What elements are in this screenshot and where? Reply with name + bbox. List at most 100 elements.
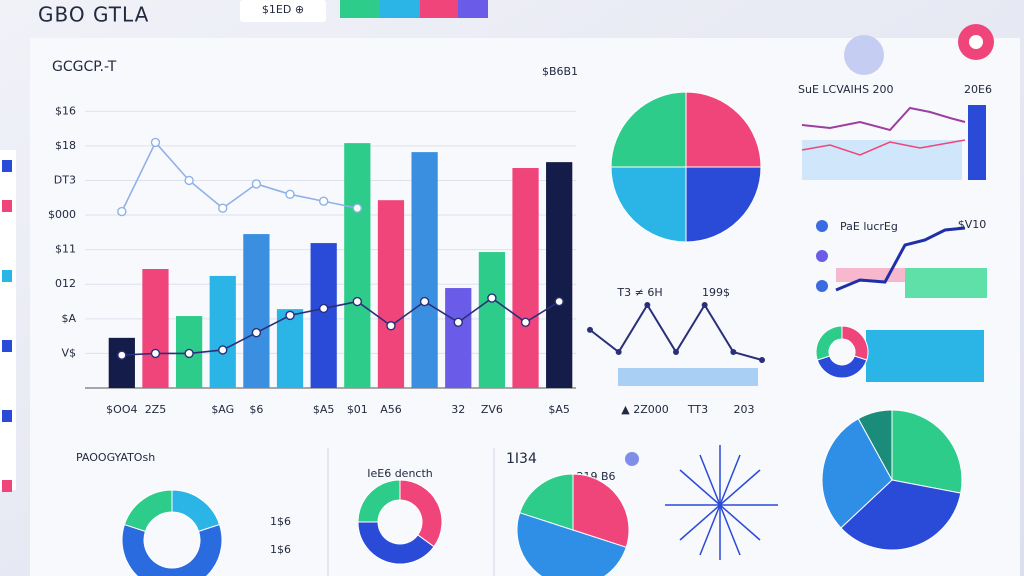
line-point [352, 203, 363, 213]
line-area [618, 368, 758, 386]
deco-dot [625, 452, 639, 466]
sparkline-area [802, 140, 962, 180]
starburst [665, 445, 778, 560]
line-point [318, 196, 329, 206]
info-bar [866, 330, 984, 382]
sparkline [801, 139, 966, 156]
legend-dot [816, 220, 828, 232]
bar [411, 152, 438, 388]
line-point [419, 296, 430, 307]
y-tick-label: V$ [61, 346, 76, 359]
sidebar [0, 150, 16, 492]
x-tick-label: $OO4 [106, 403, 137, 416]
x-tick-label: $A5 [313, 403, 335, 416]
sidebar-icon [2, 340, 12, 352]
bar [546, 162, 573, 388]
line-point [453, 317, 463, 327]
panel-value: 20E6 [964, 83, 992, 96]
y-tick-label: $000 [48, 208, 76, 221]
pie-slice [572, 473, 630, 548]
annotation: 199$ [702, 286, 730, 299]
bar [276, 309, 304, 388]
panel-title: IeE6 dencth [367, 467, 433, 480]
x-tick-label: ZV6 [481, 403, 503, 416]
x-tick-label: $01 [347, 403, 368, 416]
y-tick-label: $16 [55, 104, 76, 117]
header-swatch [380, 0, 420, 18]
pie-slice [857, 409, 893, 481]
bar [310, 243, 337, 388]
y-tick-label: $18 [55, 139, 76, 152]
line-point [184, 175, 194, 186]
pie-slice [399, 479, 443, 548]
header-swatch [340, 0, 380, 18]
x-tick-label: 2Z5 [145, 403, 167, 416]
y-tick-label: $A [61, 312, 76, 325]
header-swatch [420, 0, 458, 18]
bar [377, 200, 405, 388]
line-point [285, 310, 295, 321]
pie-slice [357, 479, 401, 523]
y-tick-label: $11 [55, 243, 76, 256]
panel-value: 1I34 [506, 451, 537, 467]
line-point [701, 301, 708, 308]
panel-title: PAOOGYATOsh [76, 451, 155, 464]
bar [478, 252, 506, 388]
bar [142, 269, 169, 388]
line-point [587, 326, 593, 333]
trend-line [835, 226, 966, 292]
chart-title: GCGCP.-T [52, 59, 117, 75]
line-point [150, 348, 161, 359]
line [121, 140, 358, 212]
pie-slice [815, 325, 843, 361]
header-swatch [458, 0, 488, 18]
line-point [150, 137, 161, 148]
pie-slice [610, 91, 687, 168]
bar [344, 143, 371, 388]
line-point [487, 293, 497, 303]
y-tick-label: DT3 [54, 173, 76, 186]
panel-value: 1$6 [270, 543, 291, 556]
axis-label: ▲ 2Z000 [621, 403, 669, 416]
sidebar-icon [2, 200, 12, 212]
line-point [117, 206, 127, 217]
header-pill-box [240, 0, 326, 22]
sparkline-bar [968, 105, 986, 180]
line-point [615, 349, 622, 356]
line-point [730, 349, 737, 356]
pie-slice [891, 409, 963, 494]
sidebar-icon [2, 480, 12, 492]
line-point [218, 345, 228, 355]
line-point [117, 350, 127, 360]
annotation: T3 ≠ 6H [616, 286, 662, 299]
deco-circle [969, 35, 983, 49]
x-tick-label: $AG [211, 403, 234, 416]
pie-slice [519, 473, 574, 531]
pie-slice [121, 523, 223, 576]
panel-value: 1$6 [270, 515, 291, 528]
axis-label: TT3 [687, 403, 708, 416]
y-tick-label: 012 [55, 277, 76, 290]
legend-dot [816, 280, 828, 292]
axis-label: 203 [734, 403, 755, 416]
panel-title: SuE LCVAIHS 200 [798, 83, 894, 96]
pie-slice [685, 91, 762, 168]
line-point [554, 296, 564, 307]
sidebar-icon [2, 410, 12, 422]
bar [209, 275, 236, 388]
panel-title: PaE lucrEg [840, 220, 898, 233]
pie-slice [816, 355, 868, 379]
line-point [251, 327, 262, 338]
bar [445, 288, 472, 388]
line-point [184, 348, 194, 359]
trend-panel [816, 220, 987, 382]
pie-slice [840, 479, 962, 551]
app-title: GBO GTLA [38, 3, 149, 27]
x-tick-label: $A5 [548, 403, 570, 416]
x-tick-label: A56 [380, 403, 402, 416]
bar [243, 234, 270, 388]
chart-value: $B6B1 [542, 65, 578, 78]
line [121, 297, 560, 356]
bar [512, 168, 539, 388]
trend-bar [905, 268, 987, 298]
